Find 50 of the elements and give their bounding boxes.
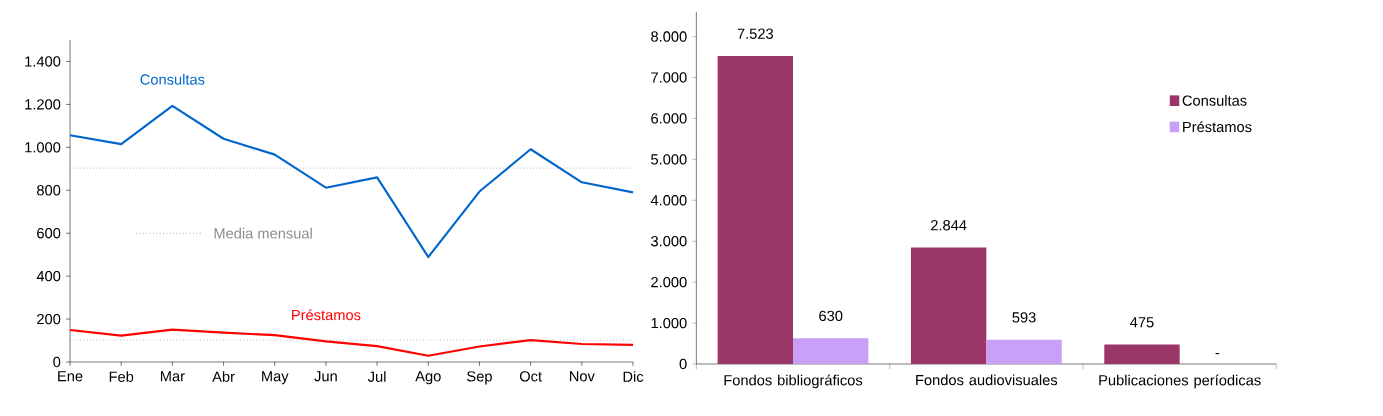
bar: [1104, 344, 1180, 364]
x-tick-label: Oct: [519, 371, 542, 382]
y-tick-label: 1.000: [25, 142, 61, 153]
x-tick-label: Fondos audiovisuales: [916, 374, 1058, 386]
x-tick-label: Ago: [415, 371, 441, 385]
y-tick-label: 200: [37, 313, 61, 325]
data-label: 475: [1130, 317, 1154, 328]
text: -: [1215, 353, 1220, 355]
y-tick-label: 5.000: [651, 154, 687, 165]
y-tick-label: 6.000: [651, 113, 687, 124]
x-tick-label: Nov: [570, 371, 595, 382]
y-tick-label: 0: [679, 358, 687, 370]
x-tick-label: Jul: [367, 371, 386, 382]
legend-label: Préstamos: [1183, 121, 1252, 133]
x-tick-label: May: [262, 371, 289, 385]
line-series: [68, 328, 635, 357]
y-tick-label: 8.000: [651, 31, 687, 42]
x-tick-label: Abr: [212, 371, 235, 382]
data-label: 7.523: [737, 28, 774, 39]
series-label: Consultas: [140, 73, 205, 85]
legend-label: Consultas: [1182, 95, 1247, 106]
x-tick-label: Jun: [314, 371, 337, 382]
y-tick-label: 800: [37, 185, 61, 196]
x-tick-label: Sep: [467, 371, 492, 385]
bar: [717, 56, 794, 364]
y-tick-label: 7.000: [651, 72, 687, 83]
annotation: Media mensual: [214, 227, 312, 239]
y-tick-label: 4.000: [650, 195, 687, 206]
bar: [910, 247, 987, 364]
y-tick-label: 2.000: [651, 276, 687, 288]
x-tick-label: Dic: [623, 371, 644, 382]
y-tick-label: 400: [36, 270, 61, 282]
x-tick-label: Ene: [58, 371, 83, 382]
y-tick-label: 1.200: [25, 99, 61, 110]
x-tick-label: Mar: [160, 371, 185, 382]
series-label: Préstamos: [292, 309, 361, 321]
bar: [986, 339, 1062, 364]
y-tick-label: 3.000: [651, 236, 687, 247]
x-tick-label: Feb: [109, 371, 134, 382]
y-tick-label: 0: [53, 356, 61, 368]
data-label: 630: [819, 310, 843, 322]
data-label: 2.844: [931, 220, 967, 231]
y-tick-label: 600: [37, 228, 61, 239]
data-label: 593: [1012, 312, 1036, 323]
y-tick-label: 1.000: [651, 317, 687, 329]
y-tick-label: 1.400: [25, 56, 61, 67]
bar: [793, 338, 869, 364]
line-series: [68, 104, 635, 259]
x-tick-label: Publicaciones períodicas: [1099, 374, 1261, 389]
x-tick-label: Fondos bibliográficos: [724, 374, 863, 389]
